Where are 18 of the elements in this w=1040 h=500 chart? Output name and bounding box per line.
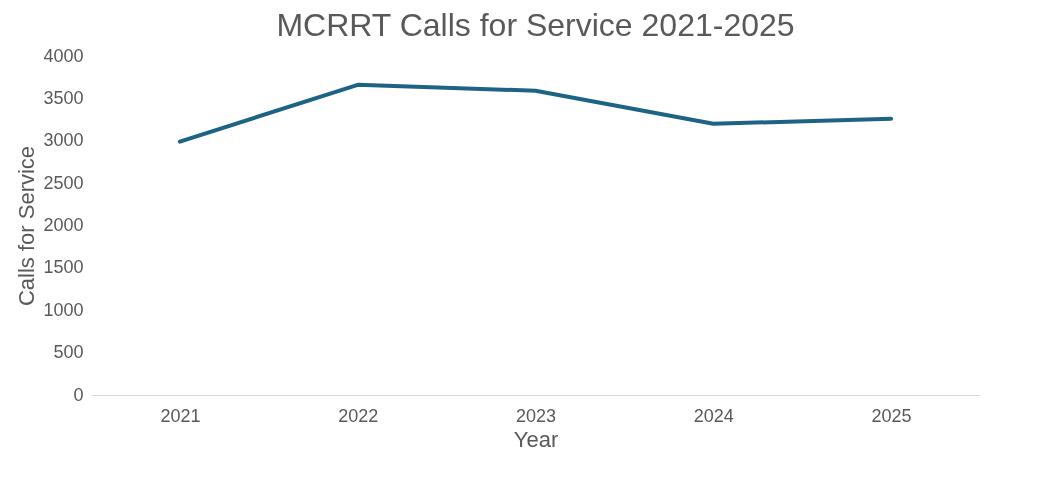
x-tick-label: 2023 <box>515 405 557 426</box>
x-axis-title: Year <box>513 426 559 452</box>
x-tick-label: 2022 <box>338 405 379 426</box>
y-tick-label: 1500 <box>43 257 84 278</box>
y-tick-label: 3500 <box>43 87 84 108</box>
y-tick-label: 500 <box>53 342 84 363</box>
x-tick-label: 2024 <box>693 405 734 426</box>
y-tick-label: 1000 <box>43 299 84 320</box>
line-series <box>177 82 894 144</box>
y-tick-label: 4000 <box>43 45 84 66</box>
x-tick-label: 2025 <box>871 405 912 426</box>
chart-title: MCRRT Calls for Service 2021-2025 <box>276 7 795 43</box>
y-tick-label: 2000 <box>43 215 84 235</box>
y-tick-label: 3000 <box>43 130 84 151</box>
y-tick-label: 0 <box>73 384 84 405</box>
y-axis-title: Calls for Service <box>14 145 40 307</box>
x-tick-label: 2021 <box>160 405 201 426</box>
y-tick-label: 2500 <box>43 172 84 193</box>
